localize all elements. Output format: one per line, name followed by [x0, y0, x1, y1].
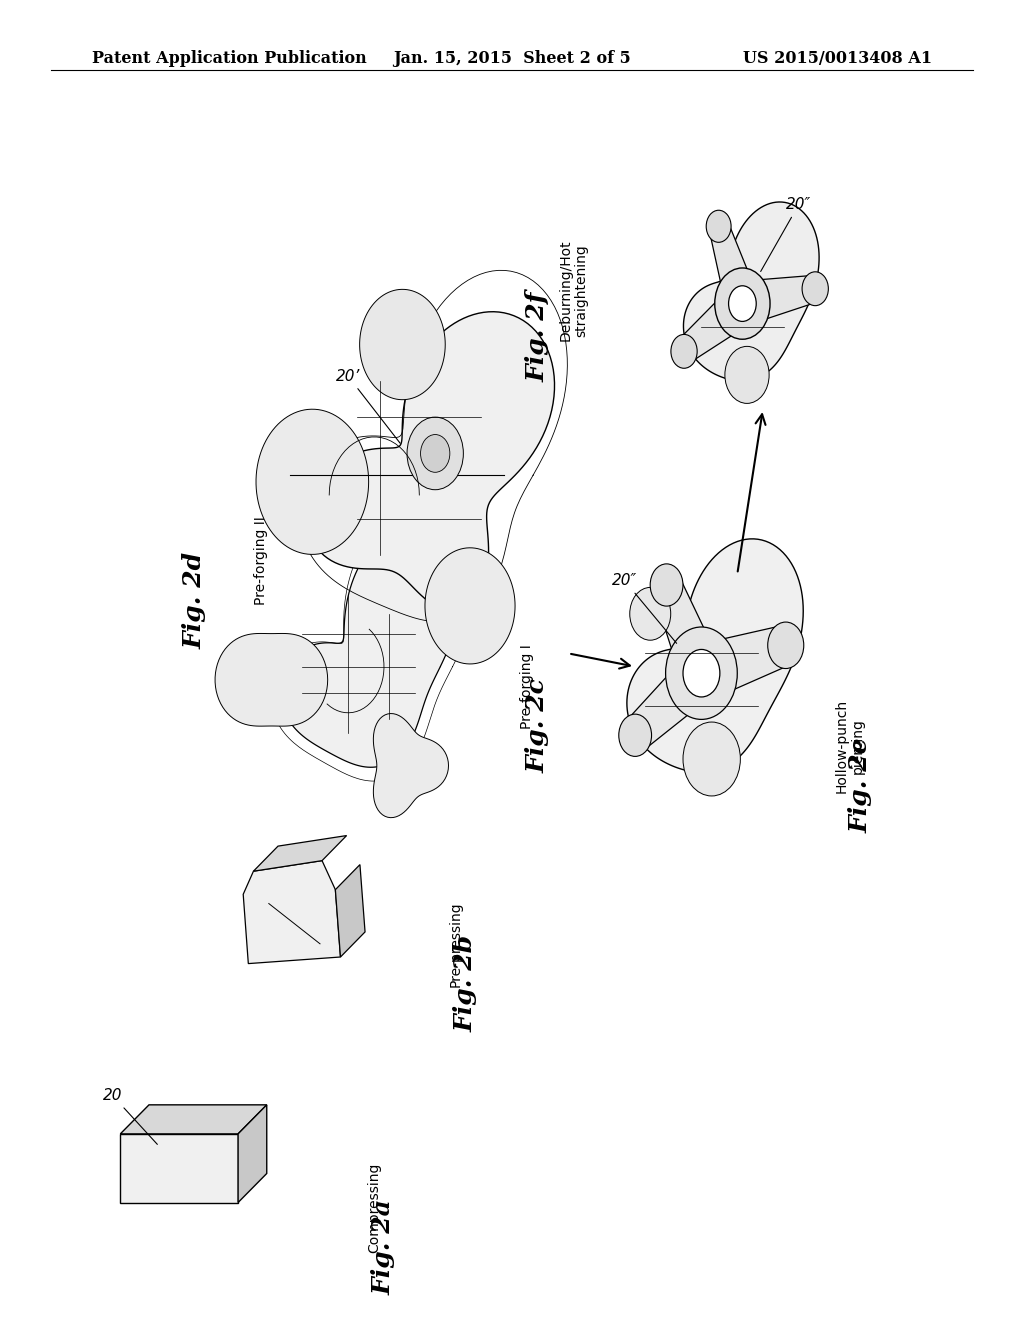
- Polygon shape: [627, 652, 714, 750]
- Text: Fig. 2d: Fig. 2d: [182, 552, 207, 649]
- Text: Fig. 2f: Fig. 2f: [525, 292, 550, 381]
- Polygon shape: [683, 202, 819, 381]
- Text: 20″: 20″: [612, 573, 677, 643]
- Circle shape: [650, 564, 683, 606]
- Text: 20″: 20″: [761, 197, 811, 272]
- Circle shape: [618, 714, 651, 756]
- Circle shape: [683, 649, 720, 697]
- Polygon shape: [374, 714, 449, 817]
- Polygon shape: [215, 634, 328, 726]
- Polygon shape: [256, 409, 369, 554]
- Polygon shape: [254, 836, 346, 871]
- Text: Patent Application Publication: Patent Application Publication: [92, 50, 367, 66]
- Circle shape: [671, 334, 697, 368]
- Polygon shape: [739, 276, 817, 326]
- Polygon shape: [710, 222, 758, 312]
- Circle shape: [683, 722, 740, 796]
- Text: Pre-pressing: Pre-pressing: [449, 902, 463, 986]
- Circle shape: [407, 417, 463, 490]
- Polygon shape: [238, 1105, 266, 1203]
- Polygon shape: [121, 1105, 266, 1134]
- Text: Deburning/Hot
straightening: Deburning/Hot straightening: [558, 240, 589, 341]
- Circle shape: [715, 268, 770, 339]
- Polygon shape: [244, 861, 340, 964]
- Polygon shape: [307, 312, 555, 611]
- Text: 20’: 20’: [336, 368, 400, 444]
- Circle shape: [802, 272, 828, 306]
- Text: Hollow-punch
piercing: Hollow-punch piercing: [835, 698, 865, 793]
- Text: Pre-forging II: Pre-forging II: [254, 516, 268, 606]
- Polygon shape: [425, 548, 515, 664]
- Text: Fig. 2a: Fig. 2a: [372, 1200, 396, 1295]
- Polygon shape: [335, 865, 365, 957]
- Text: Compressing: Compressing: [367, 1163, 381, 1253]
- Polygon shape: [696, 626, 790, 701]
- Text: Fig. 2e: Fig. 2e: [848, 738, 872, 833]
- Polygon shape: [627, 539, 803, 772]
- Polygon shape: [281, 527, 460, 767]
- Text: Fig. 2b: Fig. 2b: [454, 935, 478, 1032]
- Polygon shape: [121, 1134, 238, 1203]
- Circle shape: [630, 587, 671, 640]
- Text: 20: 20: [102, 1088, 158, 1144]
- Text: Pre-forging I: Pre-forging I: [520, 644, 535, 729]
- Circle shape: [768, 622, 804, 668]
- Polygon shape: [653, 577, 720, 685]
- Circle shape: [725, 346, 769, 404]
- Circle shape: [707, 210, 731, 243]
- Polygon shape: [679, 285, 752, 363]
- Circle shape: [666, 627, 737, 719]
- Text: US 2015/0013408 A1: US 2015/0013408 A1: [742, 50, 932, 66]
- Circle shape: [421, 434, 450, 473]
- Polygon shape: [359, 289, 445, 400]
- Circle shape: [729, 286, 756, 322]
- Text: Fig. 2c: Fig. 2c: [525, 678, 550, 774]
- Text: Jan. 15, 2015  Sheet 2 of 5: Jan. 15, 2015 Sheet 2 of 5: [393, 50, 631, 66]
